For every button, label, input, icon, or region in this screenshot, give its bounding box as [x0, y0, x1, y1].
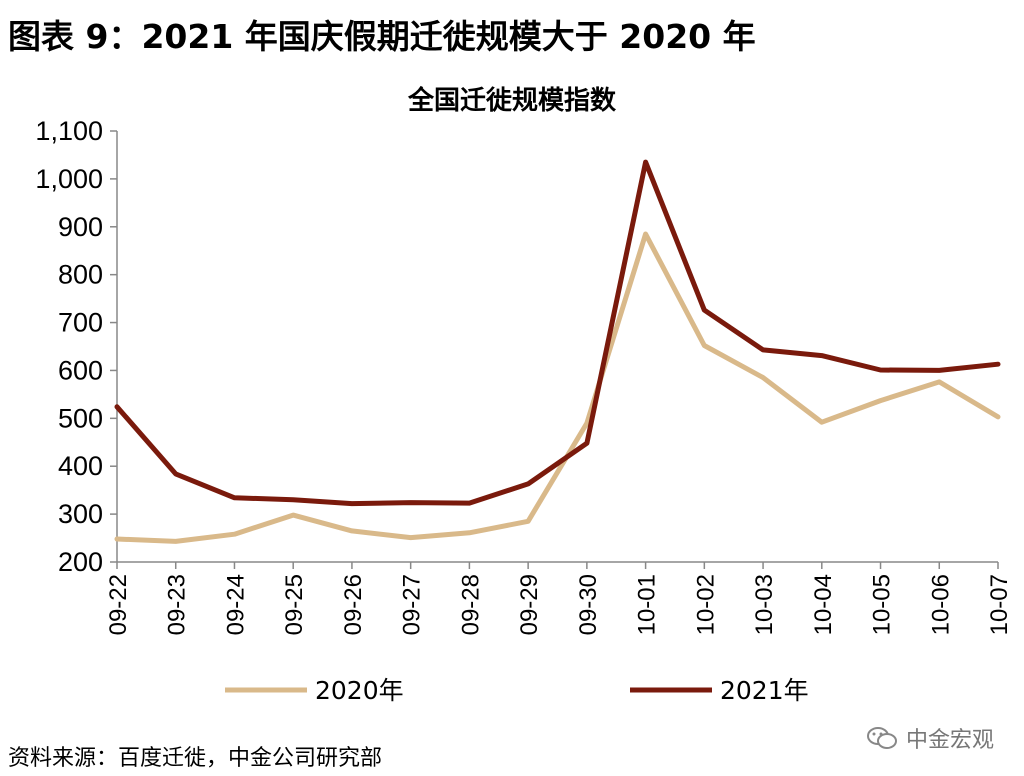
y-tick-label: 700: [58, 308, 103, 338]
x-tick-label: 10-02: [692, 574, 719, 635]
x-tick-label: 10-06: [927, 574, 954, 635]
x-tick-label: 09-23: [164, 574, 191, 635]
x-tick-label: 09-25: [281, 574, 308, 635]
x-tick-label: 10-03: [751, 574, 778, 635]
watermark: 中金宏观: [866, 722, 994, 754]
x-tick-label: 09-28: [457, 574, 484, 635]
source-note: 资料来源：百度迁徙，中金公司研究部: [8, 746, 383, 771]
x-tick-label: 09-26: [340, 574, 367, 635]
watermark-text: 中金宏观: [905, 728, 994, 753]
y-tick-label: 1,000: [35, 164, 103, 194]
y-tick-label: 900: [58, 212, 103, 242]
y-tick-label: 300: [58, 499, 103, 529]
legend-label-1: 2020年: [315, 676, 404, 705]
y-tick-label: 500: [58, 403, 103, 433]
y-tick-label: 1,100: [35, 116, 103, 146]
x-tick-label: 10-01: [634, 574, 661, 635]
x-tick-label: 09-27: [399, 574, 426, 635]
y-axis: 200 300 400 500 600 700 800 900 1,000 1,100: [35, 116, 118, 577]
series-line-2: [114, 159, 1001, 507]
x-tick-label: 10-04: [810, 574, 837, 635]
legend: 2020年 2021年: [225, 676, 809, 705]
y-tick-label: 200: [58, 547, 103, 577]
line-chart: 200 300 400 500 600 700 800 900 1,000 1,100 09-22…: [35, 116, 1013, 705]
legend-label-2: 2021年: [720, 676, 809, 705]
y-tick-label: 800: [58, 260, 103, 290]
x-tick-label: 09-30: [575, 574, 602, 635]
figure-title: 图表 9：2021 年国庆假期迁徙规模大于 2020 年: [8, 17, 756, 56]
series-layer: [114, 159, 1001, 544]
y-tick-label: 400: [58, 451, 103, 481]
x-tick-label: 09-22: [105, 574, 132, 635]
x-axis: 09-22 09-23 09-24 09-25 09-26 09-27 09-28 09-29…: [105, 561, 1013, 635]
x-tick-label: 10-07: [986, 574, 1013, 635]
x-tick-label: 09-24: [222, 574, 249, 635]
chart-title: 全国迁徙规模指数: [407, 86, 616, 116]
x-tick-label: 10-05: [869, 574, 896, 635]
y-tick-label: 600: [58, 355, 103, 385]
wechat-icon: [866, 727, 897, 749]
x-tick-label: 09-29: [516, 574, 543, 635]
series-line-1: [114, 231, 1001, 544]
